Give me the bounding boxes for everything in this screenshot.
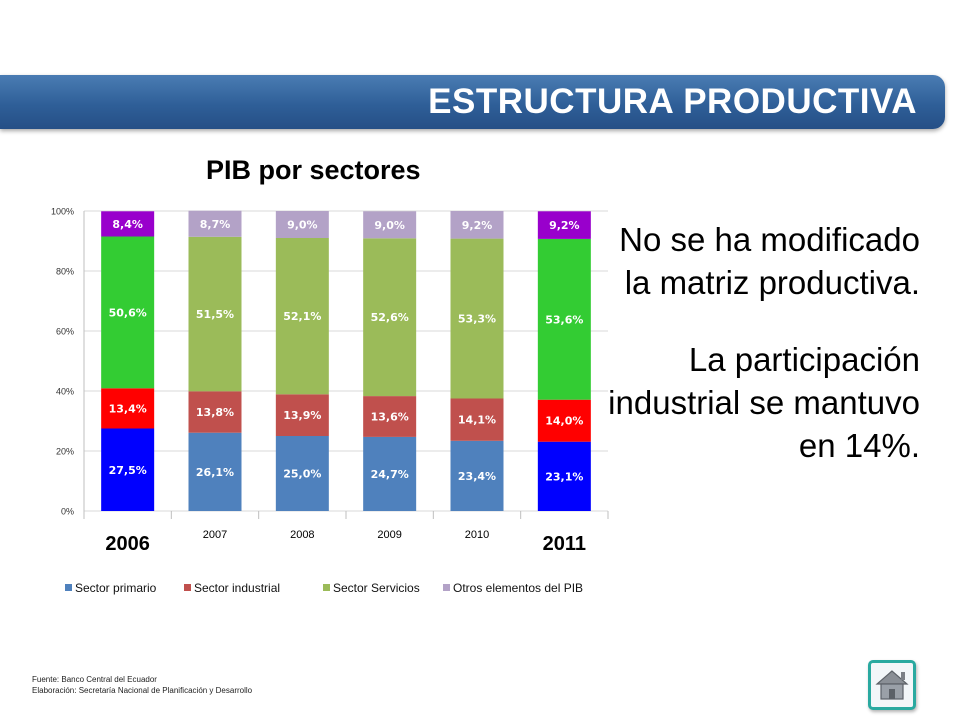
y-tick-label: 40% bbox=[56, 387, 74, 397]
bar-segment bbox=[363, 436, 417, 511]
footnote-source: Fuente: Banco Central del Ecuador bbox=[32, 675, 157, 684]
y-tick-label: 60% bbox=[56, 327, 74, 337]
data-label: 9,2% bbox=[462, 219, 493, 232]
data-label: 53,3% bbox=[458, 313, 496, 326]
data-label: 8,7% bbox=[200, 218, 231, 231]
bar-segment bbox=[450, 211, 504, 239]
x-category-label: 2006 bbox=[105, 533, 150, 555]
x-category-label: 2011 bbox=[543, 533, 586, 555]
bar-segment bbox=[537, 211, 591, 239]
legend-swatch bbox=[323, 584, 330, 591]
bar-segment bbox=[101, 236, 155, 389]
legend-label: Sector industrial bbox=[194, 581, 281, 595]
home-icon bbox=[875, 670, 909, 700]
data-label: 52,1% bbox=[283, 310, 321, 323]
bar-segment bbox=[101, 211, 155, 237]
data-label: 14,1% bbox=[458, 414, 496, 427]
bar-segment bbox=[188, 236, 242, 392]
legend-item: Sector Servicios bbox=[323, 581, 420, 595]
legend-item: Otros elementos del PIB bbox=[443, 581, 583, 595]
title-banner: ESTRUCTURA PRODUCTIVA bbox=[0, 75, 945, 129]
data-label: 13,6% bbox=[371, 411, 409, 424]
stacked-bar-chart: 0% 20% 40% 60% 80% 100% 27,5% 13,4% 50,6% 8,4% 200… bbox=[51, 207, 609, 555]
bar-segment bbox=[537, 399, 591, 442]
data-label: 24,7% bbox=[371, 468, 409, 481]
legend-swatch bbox=[184, 584, 191, 591]
bar-segment bbox=[450, 398, 504, 441]
legend-item: Sector primario bbox=[65, 581, 156, 595]
slide-title: ESTRUCTURA PRODUCTIVA bbox=[428, 82, 917, 121]
legend-swatch bbox=[443, 584, 450, 591]
bar-segment bbox=[363, 238, 417, 397]
bar-segment bbox=[188, 391, 242, 433]
legend-label: Sector Servicios bbox=[333, 581, 420, 595]
data-label: 51,5% bbox=[196, 308, 234, 321]
data-label: 13,9% bbox=[283, 409, 321, 422]
data-label: 26,1% bbox=[196, 466, 234, 479]
bar-segment bbox=[537, 238, 591, 400]
bar-segment bbox=[275, 211, 329, 238]
bar-segment bbox=[188, 432, 242, 511]
chart-title: PIB por sectores bbox=[206, 155, 421, 185]
footnote: Fuente: Banco Central del Ecuador Elabor… bbox=[32, 674, 252, 696]
bar-segment bbox=[363, 211, 417, 239]
y-tick-label: 20% bbox=[56, 447, 74, 457]
x-category-label: 2010 bbox=[465, 529, 489, 541]
bar-segment bbox=[537, 441, 591, 511]
x-category-label: 2008 bbox=[290, 529, 314, 541]
x-category-label: 2009 bbox=[377, 529, 401, 541]
bar-segment bbox=[275, 436, 329, 511]
data-label: 14,0% bbox=[545, 415, 583, 428]
data-label: 9,0% bbox=[374, 219, 405, 232]
data-label: 23,4% bbox=[458, 470, 496, 483]
side-text: No se ha modificado la matriz productiva… bbox=[600, 218, 920, 501]
data-label: 8,4% bbox=[112, 218, 143, 231]
bar-segment bbox=[275, 394, 329, 436]
legend-label: Otros elementos del PIB bbox=[453, 581, 584, 595]
y-tick-label: 0% bbox=[61, 507, 74, 517]
data-label: 13,8% bbox=[196, 406, 234, 419]
bar-segment bbox=[275, 238, 329, 395]
bar-segment bbox=[450, 440, 504, 511]
legend-item: Sector industrial bbox=[184, 581, 280, 595]
bar-segment bbox=[188, 210, 242, 237]
side-text-paragraph-2: La participación industrial se mantuvo e… bbox=[608, 341, 920, 464]
legend-swatch bbox=[65, 584, 72, 591]
bar-segment bbox=[101, 388, 155, 429]
data-label: 23,1% bbox=[545, 470, 583, 483]
bar-segment bbox=[101, 428, 155, 511]
side-text-paragraph-1: No se ha modificado la matriz productiva… bbox=[619, 221, 920, 301]
footnote-elaboration: Elaboración: Secretaría Nacional de Plan… bbox=[32, 686, 253, 695]
data-label: 53,6% bbox=[545, 313, 583, 326]
y-tick-label: 100% bbox=[51, 207, 74, 217]
legend-label: Sector primario bbox=[75, 581, 157, 595]
x-category-label: 2007 bbox=[203, 529, 227, 541]
data-label: 25,0% bbox=[283, 468, 321, 481]
home-button[interactable] bbox=[868, 660, 916, 710]
y-tick-label: 80% bbox=[56, 267, 74, 277]
data-label: 27,5% bbox=[109, 464, 147, 477]
data-label: 9,0% bbox=[287, 219, 318, 232]
bar-segment bbox=[450, 238, 504, 399]
data-label: 9,2% bbox=[549, 219, 580, 232]
data-label: 50,6% bbox=[109, 306, 147, 319]
data-label: 52,6% bbox=[371, 311, 409, 324]
data-label: 13,4% bbox=[109, 402, 147, 415]
bar-segment bbox=[363, 396, 417, 437]
